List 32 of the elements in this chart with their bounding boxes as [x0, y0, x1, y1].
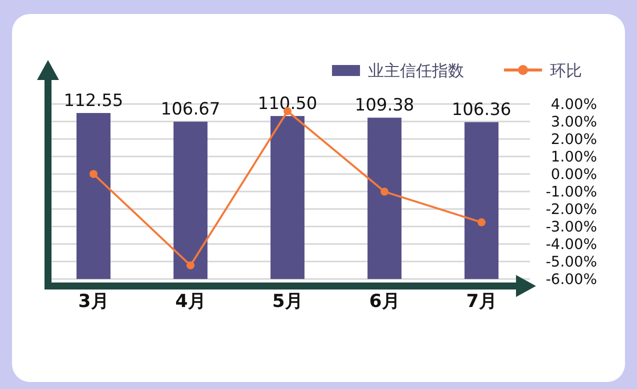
point	[478, 218, 486, 226]
y2-tick-label: -5.00%	[546, 254, 597, 270]
y2-tick-label: 4.00%	[550, 97, 597, 113]
bar	[174, 122, 208, 279]
y2-tick-label: -3.00%	[546, 220, 597, 236]
point	[90, 170, 98, 178]
point	[186, 261, 194, 270]
y2-tick-label: 3.00%	[550, 114, 597, 130]
x-tick-label: 7月	[466, 291, 497, 312]
data-label: 110.50	[258, 94, 318, 114]
x-tick-label: 4月	[175, 291, 206, 312]
legend-label: 环比	[550, 61, 582, 80]
legend-label: 业主信任指数	[368, 61, 464, 80]
data-label: 109.38	[354, 96, 414, 116]
data-label: 112.55	[64, 91, 124, 111]
point	[380, 188, 388, 196]
y2-tick-label: 0.00%	[550, 167, 597, 183]
x-tick-label: 6月	[369, 291, 400, 312]
y2-tick-label: 1.00%	[550, 150, 597, 166]
x-tick-label: 3月	[78, 291, 109, 312]
bar	[464, 122, 498, 279]
y2-tick-label: -6.00%	[546, 272, 597, 288]
y2-tick-label: -4.00%	[546, 237, 597, 253]
bar	[270, 116, 304, 279]
y2-tick-label: 2.00%	[550, 132, 597, 148]
x-tick-label: 5月	[272, 291, 303, 312]
bar	[368, 118, 402, 279]
data-label: 106.67	[160, 100, 220, 120]
y2-tick-label: -1.00%	[546, 184, 597, 200]
data-label: 106.36	[452, 100, 512, 120]
y2-tick-label: -2.00%	[546, 202, 597, 218]
bar	[76, 113, 110, 279]
